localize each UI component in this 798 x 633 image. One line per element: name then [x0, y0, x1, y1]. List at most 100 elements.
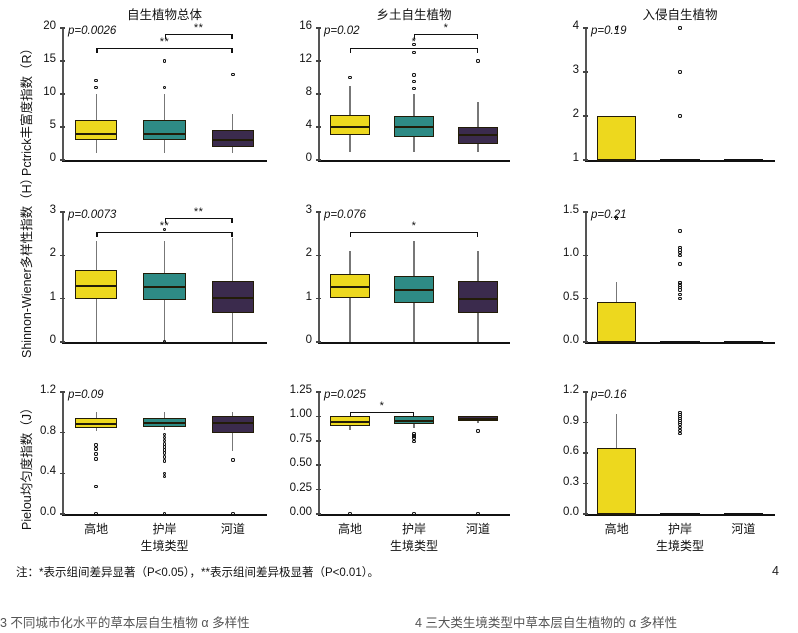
y-tick-label: 1 [305, 290, 312, 303]
y-tick-label: 0.5 [563, 290, 579, 303]
bracket-bar [350, 232, 478, 234]
whisker-upper [163, 94, 166, 121]
median-line [458, 134, 498, 137]
outlier-point [162, 451, 167, 455]
y-tick [316, 126, 321, 128]
outlier-point [94, 443, 98, 447]
median-line [330, 126, 370, 128]
median-line [458, 418, 498, 421]
outlier-point [412, 512, 416, 516]
outlier-point [412, 440, 416, 444]
outlier-point [348, 75, 352, 80]
y-tick [583, 159, 588, 161]
bracket-left-tick [164, 218, 166, 223]
box-plot-box [74, 269, 118, 299]
y-axis-line [62, 212, 64, 342]
box-plot-box [143, 120, 186, 141]
p-value-label: p=0.21 [591, 209, 627, 221]
outlier-point [678, 410, 682, 415]
significance-stars: * [411, 36, 417, 48]
y-tick-label: 0.25 [289, 481, 312, 494]
whisker-upper [232, 412, 234, 417]
y-axis-title: Pielou均匀度指数（J） [20, 401, 34, 531]
whisker-lower [349, 135, 351, 152]
outlier-point [678, 262, 682, 266]
x-axis-title: 生境类型 [389, 539, 438, 553]
significance-bracket [164, 34, 233, 40]
significance-bracket [96, 48, 233, 54]
significance-bracket [350, 48, 478, 54]
y-tick-label: 2 [305, 247, 312, 260]
median-line [143, 132, 186, 135]
y-tick-label: 0.50 [289, 457, 312, 470]
y-tick-label: 0.0 [563, 334, 579, 346]
caption-left: 3 不同城市化水平的草本层自生植物 α 多样性 [0, 616, 250, 630]
median-line [330, 285, 370, 288]
bracket-left-tick [96, 48, 98, 53]
whisker-lower [163, 299, 166, 342]
y-tick-label: 0 [49, 152, 56, 164]
outlier-point [678, 114, 682, 118]
y-tick [60, 472, 65, 475]
y-tick [583, 27, 588, 29]
bracket-left-tick [350, 232, 352, 237]
y-axis-title: Pctrick丰富度指数（R） [20, 41, 34, 176]
y-tick [316, 391, 321, 393]
outlier-point [162, 85, 167, 90]
median-line [394, 126, 434, 128]
x-category-label: 护岸 [152, 522, 177, 536]
y-tick-label: 1.00 [289, 408, 312, 421]
outlier-point [162, 436, 167, 440]
x-category-label: 河道 [220, 522, 245, 536]
bracket-right-tick [231, 48, 233, 53]
p-value-label: p=0.0026 [68, 25, 117, 37]
whisker-lower [232, 146, 234, 154]
y-tick-label: 0.0 [563, 506, 579, 518]
outlier-point [162, 433, 167, 437]
box-plot-box [330, 115, 370, 136]
y-tick-label: 0.4 [40, 465, 56, 478]
bracket-right-tick [231, 232, 233, 237]
x-category-label: 河道 [731, 522, 756, 536]
significance-stars: * [443, 22, 449, 34]
y-tick-label: 0.0 [40, 506, 56, 518]
outlier-point [162, 474, 167, 479]
y-tick-label: 2 [49, 247, 56, 260]
outlier-point [678, 253, 682, 258]
whisker-upper [95, 412, 97, 419]
y-tick-label: 20 [43, 20, 56, 32]
y-tick [316, 415, 321, 418]
median-line [597, 341, 637, 343]
y-tick-label: 1.2 [563, 384, 579, 396]
bracket-right-tick [476, 48, 478, 53]
whisker-upper [95, 94, 97, 121]
whisker-upper [163, 412, 166, 419]
bracket-bar [350, 48, 478, 50]
x-axis-title: 生境类型 [140, 539, 189, 553]
significance-bracket [414, 34, 478, 40]
p-value-label: p=0.025 [324, 389, 366, 401]
median-line [458, 297, 498, 300]
whisker-lower [413, 424, 415, 429]
y-tick-label: 4 [305, 119, 312, 131]
median-line [74, 132, 118, 135]
x-category-label: 高地 [337, 522, 362, 536]
bracket-bar [350, 412, 414, 414]
whisker-upper [349, 251, 351, 274]
median-line [74, 284, 118, 287]
outlier-point [231, 512, 235, 516]
y-tick [316, 341, 321, 343]
median-line [74, 422, 118, 425]
outlier-point [162, 442, 167, 446]
y-axis-line [318, 212, 320, 342]
bracket-left-tick [96, 232, 98, 237]
outlier-point [412, 42, 416, 47]
outlier-point [678, 296, 682, 301]
y-tick-label: 3 [572, 64, 579, 76]
significance-stars: * [411, 220, 417, 232]
outlier-point [162, 59, 167, 63]
whisker-upper [413, 241, 415, 277]
y-axis-line [62, 392, 64, 514]
outlier-point [94, 85, 98, 90]
y-tick [316, 60, 321, 62]
